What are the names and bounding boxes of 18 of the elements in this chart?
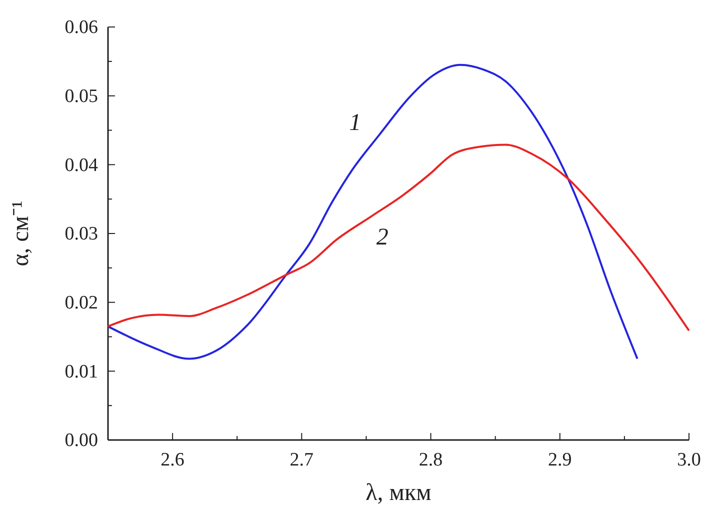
y-tick-label: 0.03 bbox=[64, 224, 98, 245]
y-tick-label: 0.01 bbox=[64, 361, 98, 382]
x-tick-label: 2.6 bbox=[160, 449, 184, 470]
y-tick-label: 0.06 bbox=[64, 17, 98, 38]
x-axis-title: λ, мкм bbox=[366, 480, 432, 506]
x-tick-label: 2.9 bbox=[548, 449, 572, 470]
y-tick-label: 0.05 bbox=[64, 86, 98, 107]
y-tick-label: 0.04 bbox=[64, 154, 98, 176]
series-label: 2 bbox=[376, 224, 388, 250]
y-axis-title: α, см⁻¹ bbox=[8, 200, 34, 266]
y-tick-label: 0.00 bbox=[64, 430, 98, 452]
line-series bbox=[107, 144, 690, 332]
line-series bbox=[107, 64, 638, 360]
y-tick-label: 0.02 bbox=[64, 292, 98, 314]
x-tick-label: 2.8 bbox=[418, 449, 443, 470]
x-tick-label: 3.0 bbox=[677, 449, 701, 470]
x-tick-label: 2.7 bbox=[290, 449, 314, 470]
series-label: 1 bbox=[349, 110, 362, 136]
